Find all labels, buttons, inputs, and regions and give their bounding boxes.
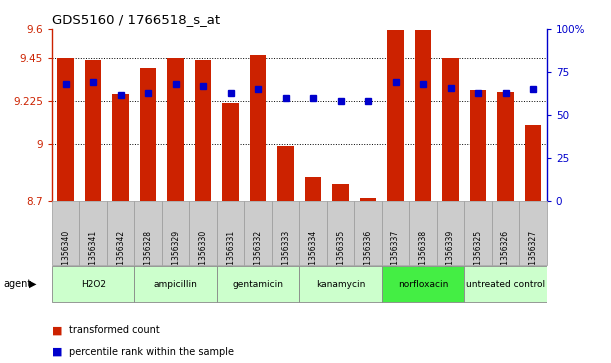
Bar [134, 201, 162, 265]
Text: GDS5160 / 1766518_s_at: GDS5160 / 1766518_s_at [52, 13, 220, 26]
Text: GSM1356331: GSM1356331 [226, 230, 235, 281]
Text: GSM1356326: GSM1356326 [501, 230, 510, 281]
Bar [299, 266, 382, 302]
Bar [437, 201, 464, 265]
Bar [195, 60, 211, 201]
Text: GSM1356335: GSM1356335 [336, 230, 345, 281]
Bar [442, 58, 459, 201]
Text: GSM1356332: GSM1356332 [254, 230, 263, 281]
Bar [85, 60, 101, 201]
Bar [464, 201, 492, 265]
Text: ampicillin: ampicillin [154, 280, 197, 289]
Text: ■: ■ [52, 347, 62, 357]
Text: agent: agent [3, 279, 31, 289]
Bar [222, 103, 239, 201]
Bar [112, 94, 129, 201]
Bar [519, 201, 547, 265]
Bar [305, 176, 321, 201]
Bar [464, 266, 547, 302]
Bar [332, 184, 349, 201]
Bar [492, 201, 519, 265]
Bar [497, 92, 514, 201]
Text: ▶: ▶ [29, 279, 37, 289]
Bar [79, 201, 107, 265]
Bar [382, 201, 409, 265]
Bar [52, 201, 79, 265]
Text: GSM1356325: GSM1356325 [474, 230, 483, 281]
Text: GSM1356338: GSM1356338 [419, 230, 428, 281]
Bar [470, 90, 486, 201]
Bar [525, 125, 541, 201]
Bar [272, 201, 299, 265]
Text: GSM1356337: GSM1356337 [391, 230, 400, 281]
Bar [167, 58, 184, 201]
Bar [327, 201, 354, 265]
Bar [382, 266, 464, 302]
Text: GSM1356328: GSM1356328 [144, 230, 153, 281]
Bar [134, 266, 217, 302]
Text: norfloxacin: norfloxacin [398, 280, 448, 289]
Bar [409, 201, 437, 265]
Bar [107, 201, 134, 265]
Bar [52, 266, 134, 302]
Text: percentile rank within the sample: percentile rank within the sample [69, 347, 234, 357]
Bar [140, 68, 156, 201]
Bar [57, 58, 74, 201]
Bar [217, 201, 244, 265]
Bar [189, 201, 217, 265]
Text: ■: ■ [52, 325, 62, 335]
Text: GSM1356341: GSM1356341 [89, 230, 98, 281]
Text: transformed count: transformed count [69, 325, 160, 335]
Text: gentamicin: gentamicin [233, 280, 284, 289]
Bar [250, 55, 266, 201]
Text: GSM1356329: GSM1356329 [171, 230, 180, 281]
Text: kanamycin: kanamycin [316, 280, 365, 289]
Text: GSM1356327: GSM1356327 [529, 230, 538, 281]
Text: GSM1356336: GSM1356336 [364, 230, 373, 281]
Bar [415, 30, 431, 201]
Bar [299, 201, 327, 265]
Bar [277, 146, 294, 201]
Text: GSM1356330: GSM1356330 [199, 230, 208, 281]
Text: GSM1356333: GSM1356333 [281, 230, 290, 281]
Bar [387, 30, 404, 201]
Text: H2O2: H2O2 [81, 280, 106, 289]
Text: untreated control: untreated control [466, 280, 545, 289]
Bar [360, 197, 376, 201]
Text: GSM1356340: GSM1356340 [61, 230, 70, 281]
Bar [354, 201, 382, 265]
Text: GSM1356334: GSM1356334 [309, 230, 318, 281]
Text: GSM1356339: GSM1356339 [446, 230, 455, 281]
Bar [217, 266, 299, 302]
Bar [244, 201, 272, 265]
Bar [162, 201, 189, 265]
Text: GSM1356342: GSM1356342 [116, 230, 125, 281]
